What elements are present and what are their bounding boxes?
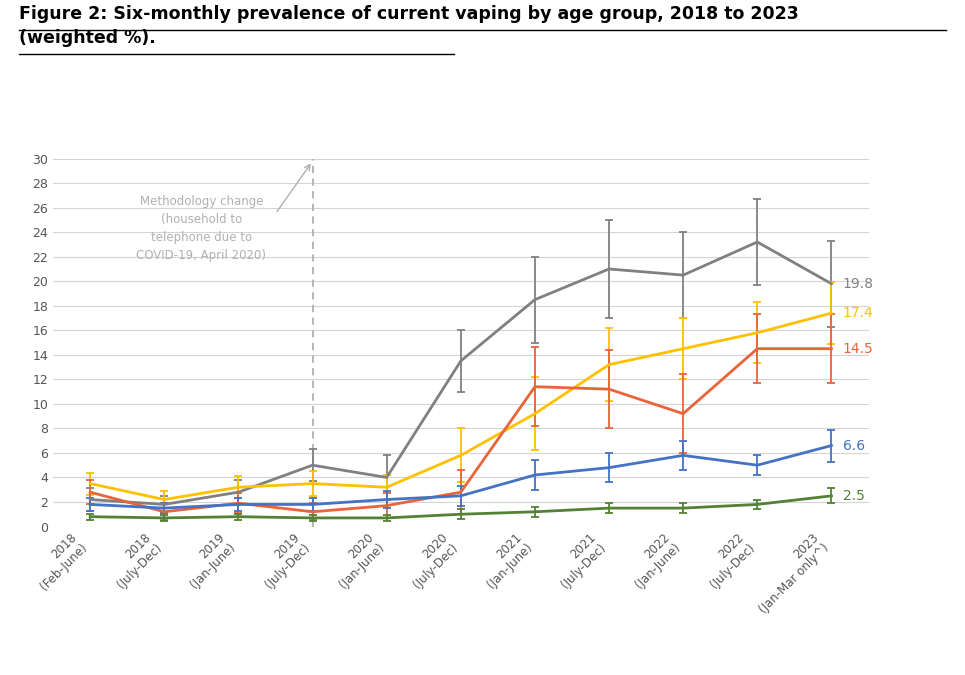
Text: Figure 2: Six-monthly prevalence of current vaping by age group, 2018 to 2023: Figure 2: Six-monthly prevalence of curr… xyxy=(19,5,799,24)
Text: 17.4: 17.4 xyxy=(842,306,873,320)
Text: 6.6: 6.6 xyxy=(842,439,865,452)
Text: 2.5: 2.5 xyxy=(842,489,865,503)
Text: 14.5: 14.5 xyxy=(842,342,873,356)
Text: Methodology change
(household to
telephone due to
COVID-19, April 2020): Methodology change (household to telepho… xyxy=(136,196,266,263)
Text: 19.8: 19.8 xyxy=(842,277,873,291)
Text: (weighted %).: (weighted %). xyxy=(19,29,156,47)
